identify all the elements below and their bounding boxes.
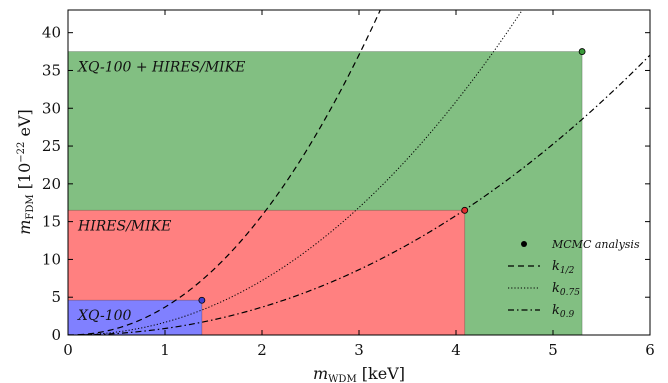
region-label-2: XQ-100	[77, 308, 132, 324]
x-tick-label-4: 4	[451, 341, 461, 359]
legend: MCMC analysis k1/2 k0.75 k0.9	[508, 238, 640, 320]
legend-label-3: k0.9	[552, 303, 574, 320]
curves	[68, 10, 650, 335]
y-tick-label-4: 20	[42, 175, 61, 193]
y-tick-label-5: 25	[42, 137, 61, 155]
region-2	[67, 299, 203, 336]
constraint-regions	[67, 51, 583, 336]
legend-marker	[521, 241, 527, 247]
region-label-1: HIRES/MIKE	[77, 218, 171, 234]
x-tick-label-0: 0	[63, 341, 73, 359]
x-tick-label-5: 5	[548, 341, 558, 359]
region-label-0: XQ-100 + HIRES/MIKE	[77, 60, 245, 76]
mcmc-point-0	[578, 48, 586, 55]
y-tick-label-7: 35	[42, 61, 61, 79]
curve-2	[68, 54, 650, 335]
x-tick-label-6: 6	[645, 341, 655, 359]
x-tick-label-2: 2	[257, 341, 267, 359]
y-axis-ticks: 0 5 10 15 20 25 30 35 40	[42, 24, 650, 344]
y-tick-label-2: 10	[42, 250, 61, 268]
region-labels: XQ-100 + HIRES/MIKE HIRES/MIKE XQ-100	[77, 60, 245, 325]
x-tick-label-3: 3	[354, 341, 364, 359]
x-axis-ticks: 0 1 2 3 4 5 6	[63, 10, 655, 359]
x-axis-label: mWDM [keV]	[313, 364, 405, 383]
legend-label-0: MCMC analysis	[551, 238, 640, 251]
y-axis-label: mFDM [10−22 eV]	[15, 109, 36, 235]
y-tick-label-8: 40	[42, 24, 61, 42]
mcmc-point-2	[198, 296, 206, 304]
y-tick-label-3: 15	[42, 213, 61, 231]
x-tick-label-1: 1	[160, 341, 170, 359]
y-tick-label-6: 30	[42, 99, 61, 117]
legend-label-2: k0.75	[552, 281, 580, 298]
y-tick-label-0: 0	[51, 326, 61, 344]
legend-label-1: k1/2	[552, 259, 575, 276]
mcmc-points	[198, 48, 586, 304]
mcmc-point-1	[461, 206, 469, 214]
y-tick-label-1: 5	[51, 288, 61, 306]
curve-0	[68, 10, 381, 335]
